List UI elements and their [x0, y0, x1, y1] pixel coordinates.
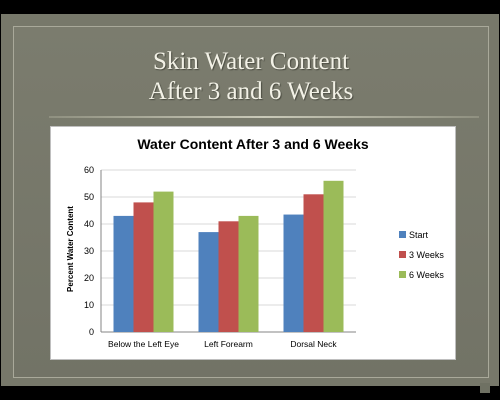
bars: [113, 180, 344, 332]
bar-3-weeks: [218, 221, 239, 332]
y-tick-label: 10: [84, 300, 94, 310]
x-tick-label: Dorsal Neck: [290, 339, 337, 349]
bar-6-weeks: [153, 191, 174, 332]
y-tick-label: 30: [84, 246, 94, 256]
bar-start: [113, 215, 134, 332]
slide-corner-marker: [480, 383, 490, 393]
bar-3-weeks: [303, 194, 324, 332]
y-tick-label: 50: [84, 192, 94, 202]
y-axis-label: Percent Water Content: [66, 206, 75, 292]
legend-swatch: [399, 251, 406, 258]
chart-title: Water Content After 3 and 6 Weeks: [137, 136, 369, 152]
legend-label: Start: [409, 230, 429, 240]
bar-start: [283, 214, 304, 332]
legend-label: 6 Weeks: [409, 270, 444, 280]
slide-title: Skin Water Content After 3 and 6 Weeks: [14, 47, 488, 107]
x-tick-label: Left Forearm: [204, 339, 253, 349]
bar-chart: Water Content After 3 and 6 Weeks 0 10 20 3…: [66, 136, 444, 349]
legend-label: 3 Weeks: [409, 250, 444, 260]
bar-6-weeks: [323, 180, 344, 332]
y-tick-label: 0: [89, 327, 94, 337]
bar-6-weeks: [238, 215, 259, 332]
y-axis: 0 10 20 30 40 50 60: [84, 165, 102, 337]
x-axis-labels: Below the Left Eye Left Forearm Dorsal Nec…: [108, 339, 337, 349]
chart-container: Water Content After 3 and 6 Weeks 0 10 20 3…: [50, 126, 456, 360]
bar-3-weeks: [133, 202, 154, 332]
y-tick-label: 20: [84, 273, 94, 283]
legend: Start 3 Weeks 6 Weeks: [399, 230, 444, 280]
y-tick-label: 40: [84, 219, 94, 229]
slide-frame: Skin Water Content After 3 and 6 Weeks W…: [1, 14, 499, 386]
title-divider: [49, 116, 479, 118]
legend-swatch: [399, 271, 406, 278]
bar-start: [198, 232, 219, 332]
slide-title-line-2: After 3 and 6 Weeks: [148, 78, 354, 105]
legend-swatch: [399, 231, 406, 238]
x-tick-label: Below the Left Eye: [108, 339, 179, 349]
slide-title-line-1: Skin Water Content: [152, 48, 350, 75]
y-tick-label: 60: [84, 165, 94, 175]
